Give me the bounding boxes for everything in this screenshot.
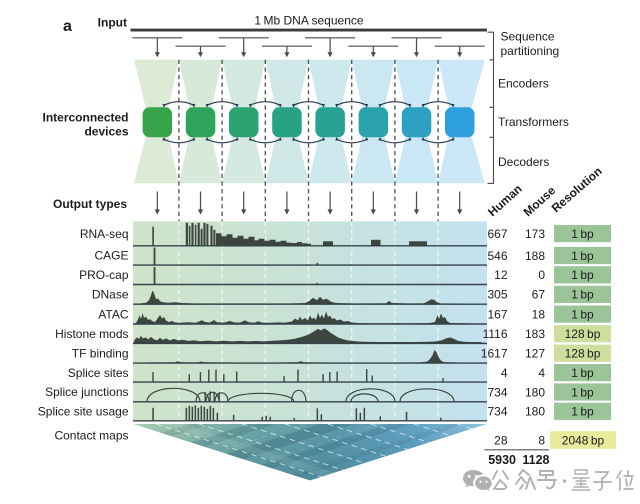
svg-text:1 bp: 1 bp (571, 249, 594, 263)
svg-text:Encoders: Encoders (498, 77, 549, 91)
svg-text:28: 28 (494, 433, 508, 447)
svg-text:180: 180 (525, 385, 545, 399)
svg-text:Splice junctions: Splice junctions (45, 385, 128, 399)
svg-text:173: 173 (525, 227, 545, 241)
svg-text:67: 67 (532, 288, 546, 302)
svg-text:180: 180 (525, 405, 545, 419)
svg-text:1 bp: 1 bp (571, 227, 594, 241)
svg-text:1 bp: 1 bp (571, 268, 594, 282)
svg-text:1 bp: 1 bp (571, 385, 594, 399)
svg-text:DNase: DNase (92, 288, 129, 302)
svg-text:12: 12 (494, 268, 508, 282)
svg-text:RNA-seq: RNA-seq (80, 227, 129, 241)
svg-text:Contact maps: Contact maps (54, 429, 128, 443)
svg-text:Interconnected: Interconnected (42, 111, 128, 125)
svg-text:1 bp: 1 bp (571, 366, 594, 380)
svg-text:Input: Input (98, 16, 127, 30)
svg-text:partitioning: partitioning (501, 44, 560, 58)
svg-text:188: 188 (525, 249, 545, 263)
svg-text:Output types: Output types (53, 197, 127, 211)
svg-text:devices: devices (84, 125, 128, 139)
svg-text:Transformers: Transformers (498, 115, 569, 129)
svg-text:183: 183 (525, 327, 545, 341)
svg-text:1 bp: 1 bp (571, 288, 594, 302)
svg-text:734: 734 (487, 385, 507, 399)
svg-text:1128: 1128 (522, 453, 549, 467)
svg-text:1 bp: 1 bp (571, 405, 594, 419)
svg-text:Splice sites: Splice sites (68, 366, 129, 380)
svg-text:8: 8 (538, 433, 545, 447)
svg-text:734: 734 (487, 405, 507, 419)
svg-text:1 Mb DNA sequence: 1 Mb DNA sequence (254, 14, 363, 28)
svg-text:Splice site usage: Splice site usage (38, 405, 129, 419)
svg-text:Decoders: Decoders (498, 155, 549, 169)
svg-text:167: 167 (487, 307, 507, 321)
svg-text:TF binding: TF binding (72, 346, 129, 360)
svg-text:4: 4 (538, 366, 545, 380)
svg-text:2048 bp: 2048 bp (562, 433, 605, 447)
svg-text:Histone mods: Histone mods (55, 327, 128, 341)
svg-text:0: 0 (538, 268, 545, 282)
svg-text:1 bp: 1 bp (571, 307, 594, 321)
svg-text:1116: 1116 (483, 327, 508, 341)
svg-text:Sequence: Sequence (501, 30, 555, 44)
svg-text:4: 4 (501, 366, 508, 380)
svg-text:127: 127 (525, 347, 545, 361)
svg-text:305: 305 (487, 288, 507, 302)
svg-text:128 bp: 128 bp (565, 347, 601, 361)
svg-text:PRO-cap: PRO-cap (79, 268, 129, 282)
svg-text:128 bp: 128 bp (565, 327, 601, 341)
svg-text:CAGE: CAGE (94, 249, 128, 263)
svg-text:5930: 5930 (488, 453, 516, 467)
svg-text:667: 667 (487, 227, 507, 241)
svg-text:546: 546 (487, 249, 507, 263)
svg-text:ATAC: ATAC (98, 307, 129, 321)
svg-text:18: 18 (532, 307, 546, 321)
svg-text:a: a (63, 18, 72, 35)
svg-text:1617: 1617 (481, 347, 508, 361)
